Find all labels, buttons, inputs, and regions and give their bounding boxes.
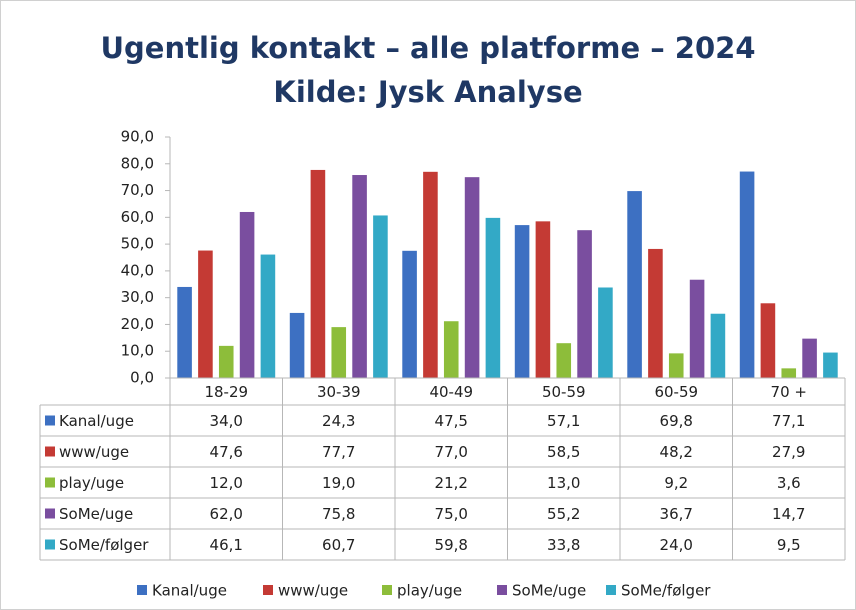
chart-title: Ugentlig kontakt – alle platforme – 2024 bbox=[100, 31, 755, 65]
bar bbox=[373, 215, 388, 378]
legend-label: Kanal/uge bbox=[152, 582, 227, 600]
data-label: 46,1 bbox=[210, 536, 243, 554]
data-label: 59,8 bbox=[435, 536, 468, 554]
table-legend-key bbox=[45, 415, 55, 426]
y-tick-label: 30,0 bbox=[121, 288, 154, 306]
legend-key bbox=[382, 585, 392, 595]
legend-key bbox=[263, 585, 273, 595]
data-label: 19,0 bbox=[322, 474, 355, 492]
table-legend-key bbox=[45, 446, 55, 457]
y-tick-label: 20,0 bbox=[121, 315, 154, 333]
data-label: 9,5 bbox=[777, 536, 801, 554]
y-tick-label: 40,0 bbox=[121, 261, 154, 279]
y-tick-label: 50,0 bbox=[121, 235, 154, 253]
bar bbox=[331, 327, 347, 378]
data-label: 60,7 bbox=[322, 536, 355, 554]
x-tick-label: 18-29 bbox=[204, 383, 248, 401]
x-tick-label: 70 + bbox=[771, 383, 807, 401]
bar bbox=[443, 321, 459, 378]
table-row-label: SoMe/følger bbox=[59, 536, 149, 554]
data-label: 36,7 bbox=[660, 505, 693, 523]
bar bbox=[627, 191, 642, 378]
data-label: 9,2 bbox=[664, 474, 688, 492]
table-row-label: Kanal/uge bbox=[59, 412, 134, 430]
bar bbox=[402, 250, 417, 378]
legend-label: play/uge bbox=[397, 582, 462, 600]
bar bbox=[781, 368, 797, 378]
bar bbox=[689, 279, 705, 378]
data-label: 33,8 bbox=[547, 536, 580, 554]
data-label: 75,0 bbox=[435, 505, 468, 523]
bar bbox=[556, 343, 572, 378]
legend-label: SoMe/uge bbox=[512, 582, 586, 600]
data-label: 57,1 bbox=[547, 412, 580, 430]
bar bbox=[760, 303, 776, 378]
chart-subtitle: Kilde: Jysk Analyse bbox=[273, 75, 582, 109]
table-legend-key bbox=[45, 508, 55, 519]
y-tick-label: 90,0 bbox=[121, 128, 154, 146]
bar bbox=[198, 250, 213, 378]
x-tick-label: 50-59 bbox=[542, 383, 586, 401]
bar bbox=[218, 345, 234, 378]
bar bbox=[668, 353, 684, 378]
legend-key bbox=[497, 585, 507, 595]
bar bbox=[260, 254, 276, 378]
bar bbox=[823, 352, 838, 378]
x-tick-label: 30-39 bbox=[317, 383, 361, 401]
y-tick-label: 10,0 bbox=[121, 342, 154, 360]
legend-label: www/uge bbox=[278, 582, 348, 600]
table-legend-key bbox=[45, 539, 55, 550]
bar bbox=[514, 225, 530, 378]
y-tick-label: 0,0 bbox=[130, 369, 154, 387]
y-tick-label: 80,0 bbox=[121, 154, 154, 172]
data-label: 24,3 bbox=[322, 412, 355, 430]
data-label: 55,2 bbox=[547, 505, 580, 523]
bar bbox=[239, 211, 255, 378]
data-label: 62,0 bbox=[210, 505, 243, 523]
table-row-label: SoMe/uge bbox=[59, 505, 133, 523]
data-label: 75,8 bbox=[322, 505, 355, 523]
bar bbox=[648, 248, 663, 378]
bar bbox=[598, 287, 613, 378]
data-label: 13,0 bbox=[547, 474, 580, 492]
bar bbox=[535, 221, 551, 378]
y-tick-label: 60,0 bbox=[121, 208, 154, 226]
bar bbox=[710, 313, 726, 378]
bar bbox=[177, 286, 192, 378]
data-label: 58,5 bbox=[547, 443, 580, 461]
data-label: 27,9 bbox=[772, 443, 805, 461]
data-label: 47,6 bbox=[210, 443, 243, 461]
data-label: 24,0 bbox=[660, 536, 693, 554]
y-tick-label: 70,0 bbox=[121, 181, 154, 199]
bar bbox=[352, 175, 367, 378]
legend-label: SoMe/følger bbox=[621, 582, 711, 600]
table-legend-key bbox=[45, 477, 55, 488]
legend-key bbox=[137, 585, 147, 595]
bar bbox=[802, 338, 817, 378]
data-label: 21,2 bbox=[435, 474, 468, 492]
bar bbox=[289, 312, 305, 378]
data-label: 12,0 bbox=[210, 474, 243, 492]
data-label: 34,0 bbox=[210, 412, 243, 430]
legend-key bbox=[606, 585, 616, 595]
bar bbox=[310, 169, 326, 378]
x-tick-label: 40-49 bbox=[429, 383, 473, 401]
bar bbox=[739, 171, 755, 378]
data-label: 47,5 bbox=[435, 412, 468, 430]
data-label: 77,1 bbox=[772, 412, 805, 430]
data-label: 48,2 bbox=[660, 443, 693, 461]
bar bbox=[485, 217, 501, 378]
x-tick-label: 60-59 bbox=[654, 383, 698, 401]
bar bbox=[577, 230, 592, 378]
table-row-label: play/uge bbox=[59, 474, 124, 492]
data-label: 77,7 bbox=[322, 443, 355, 461]
data-label: 3,6 bbox=[777, 474, 801, 492]
bar bbox=[423, 171, 438, 378]
data-label: 14,7 bbox=[772, 505, 805, 523]
table-row-label: www/uge bbox=[59, 443, 129, 461]
data-label: 69,8 bbox=[660, 412, 693, 430]
data-label: 77,0 bbox=[435, 443, 468, 461]
bar bbox=[464, 177, 480, 378]
